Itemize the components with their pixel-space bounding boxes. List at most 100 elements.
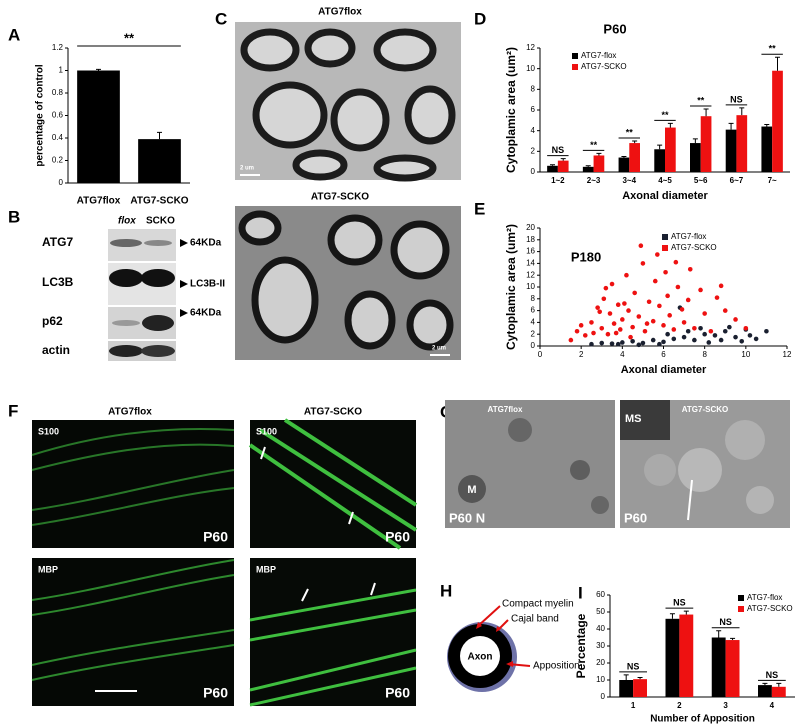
- scatter-point: [620, 340, 625, 345]
- bar: [618, 157, 630, 172]
- y-tick-label: 4: [531, 126, 536, 135]
- x-tick-label: 4: [620, 350, 625, 359]
- scatter-point: [764, 328, 769, 334]
- annotation: **: [626, 127, 634, 137]
- y-tick-label: 0: [59, 178, 64, 187]
- error-bar: [683, 610, 689, 615]
- bar: [665, 127, 676, 172]
- scatter-point: [714, 295, 720, 300]
- scatter-point: [628, 334, 633, 340]
- tem-image: [445, 400, 790, 528]
- scatter-point: [739, 338, 745, 344]
- protein-label: p62: [42, 314, 63, 328]
- annotation: NS: [552, 145, 565, 155]
- annotation: **: [769, 44, 777, 54]
- scatter-point: [591, 330, 596, 336]
- scatter-point: [603, 285, 609, 291]
- scatter-point: [601, 296, 607, 302]
- error-bar: [776, 682, 782, 687]
- error-bar: [157, 131, 162, 140]
- scatter-point: [607, 311, 613, 316]
- x-tick-label: 2: [677, 701, 682, 710]
- scatter-point: [702, 331, 707, 337]
- bar: [711, 637, 726, 697]
- bar: [700, 116, 712, 172]
- scatter-point: [650, 318, 656, 324]
- panel-letter: E: [474, 199, 485, 218]
- age-label: P60: [385, 529, 410, 545]
- error-bar: [637, 676, 643, 680]
- error-bar: [623, 674, 629, 680]
- panel-letter: C: [215, 9, 227, 28]
- x-tick-label: 12: [783, 350, 792, 359]
- scatter-point: [679, 307, 685, 312]
- scatter-point: [582, 333, 588, 338]
- scatter-point: [657, 341, 662, 347]
- scatter-point: [712, 333, 718, 338]
- legend-swatch: [662, 234, 668, 240]
- error-bar: [657, 144, 663, 150]
- error-bar: [669, 613, 675, 619]
- bar: [547, 165, 558, 172]
- bar: [725, 640, 740, 697]
- annotation: **: [661, 110, 669, 120]
- x-tick-label: 5~6: [694, 176, 708, 185]
- error-bar: [762, 682, 768, 686]
- scatter-point: [630, 338, 635, 344]
- scatter-point: [589, 320, 594, 325]
- y-tick-label: 0.4: [52, 133, 64, 142]
- error-bar: [764, 123, 770, 127]
- scatter-point: [589, 341, 594, 347]
- scatter-point: [620, 317, 625, 322]
- y-tick-label: 10: [526, 64, 535, 73]
- scatter-point: [692, 337, 697, 343]
- x-tick-label: 1: [631, 701, 636, 710]
- y-tick-label: 0.2: [52, 156, 64, 165]
- stain-label: S100: [256, 426, 277, 436]
- scatter-point: [708, 328, 714, 334]
- bar: [772, 70, 783, 172]
- scatter-point: [692, 326, 697, 331]
- y-tick-label: 0: [531, 167, 536, 176]
- bar: [771, 686, 786, 697]
- legend-label: ATG7-flox: [671, 232, 706, 241]
- error-bar: [550, 164, 555, 166]
- x-tick-label: 2~3: [587, 176, 601, 185]
- scatter-point: [722, 328, 728, 334]
- scatter-point: [743, 326, 749, 331]
- bar: [679, 614, 694, 697]
- bar: [557, 160, 569, 172]
- organelle-label: MS: [625, 413, 642, 425]
- x-tick-label: 10: [741, 350, 750, 359]
- error-bar: [632, 140, 638, 144]
- scatter-point: [640, 340, 646, 346]
- error-bar: [716, 630, 722, 638]
- scatter-point: [642, 328, 648, 334]
- scatter-point: [626, 308, 631, 313]
- error-bar: [585, 165, 591, 167]
- scatter-point: [638, 243, 644, 248]
- image-label: ATG7flox: [488, 405, 524, 414]
- panel-letter: A: [8, 25, 20, 44]
- error-bar: [703, 108, 709, 117]
- scatter-point: [667, 313, 672, 318]
- y-tick-label: 2: [531, 146, 536, 155]
- protein-label: LC3B: [42, 275, 74, 289]
- scatter-point: [733, 334, 738, 340]
- image-label: ATG7flox: [318, 7, 362, 18]
- scatter-point: [722, 308, 728, 313]
- bar: [654, 149, 665, 172]
- error-bar: [96, 68, 101, 71]
- y-tick-label: 10: [596, 675, 605, 684]
- stain-label: MBP: [256, 564, 276, 574]
- x-tick-label: 4: [770, 701, 775, 710]
- x-tick-label: 0: [538, 350, 543, 359]
- x-tick-label: ATG7flox: [77, 196, 121, 207]
- scatter-point: [650, 337, 656, 343]
- error-bar: [667, 122, 673, 128]
- bar: [582, 166, 594, 172]
- y-tick-label: 20: [526, 223, 535, 232]
- x-tick-label: 4~5: [658, 176, 672, 185]
- x-tick-label: 3~4: [622, 176, 636, 185]
- y-tick-label: 16: [526, 247, 535, 256]
